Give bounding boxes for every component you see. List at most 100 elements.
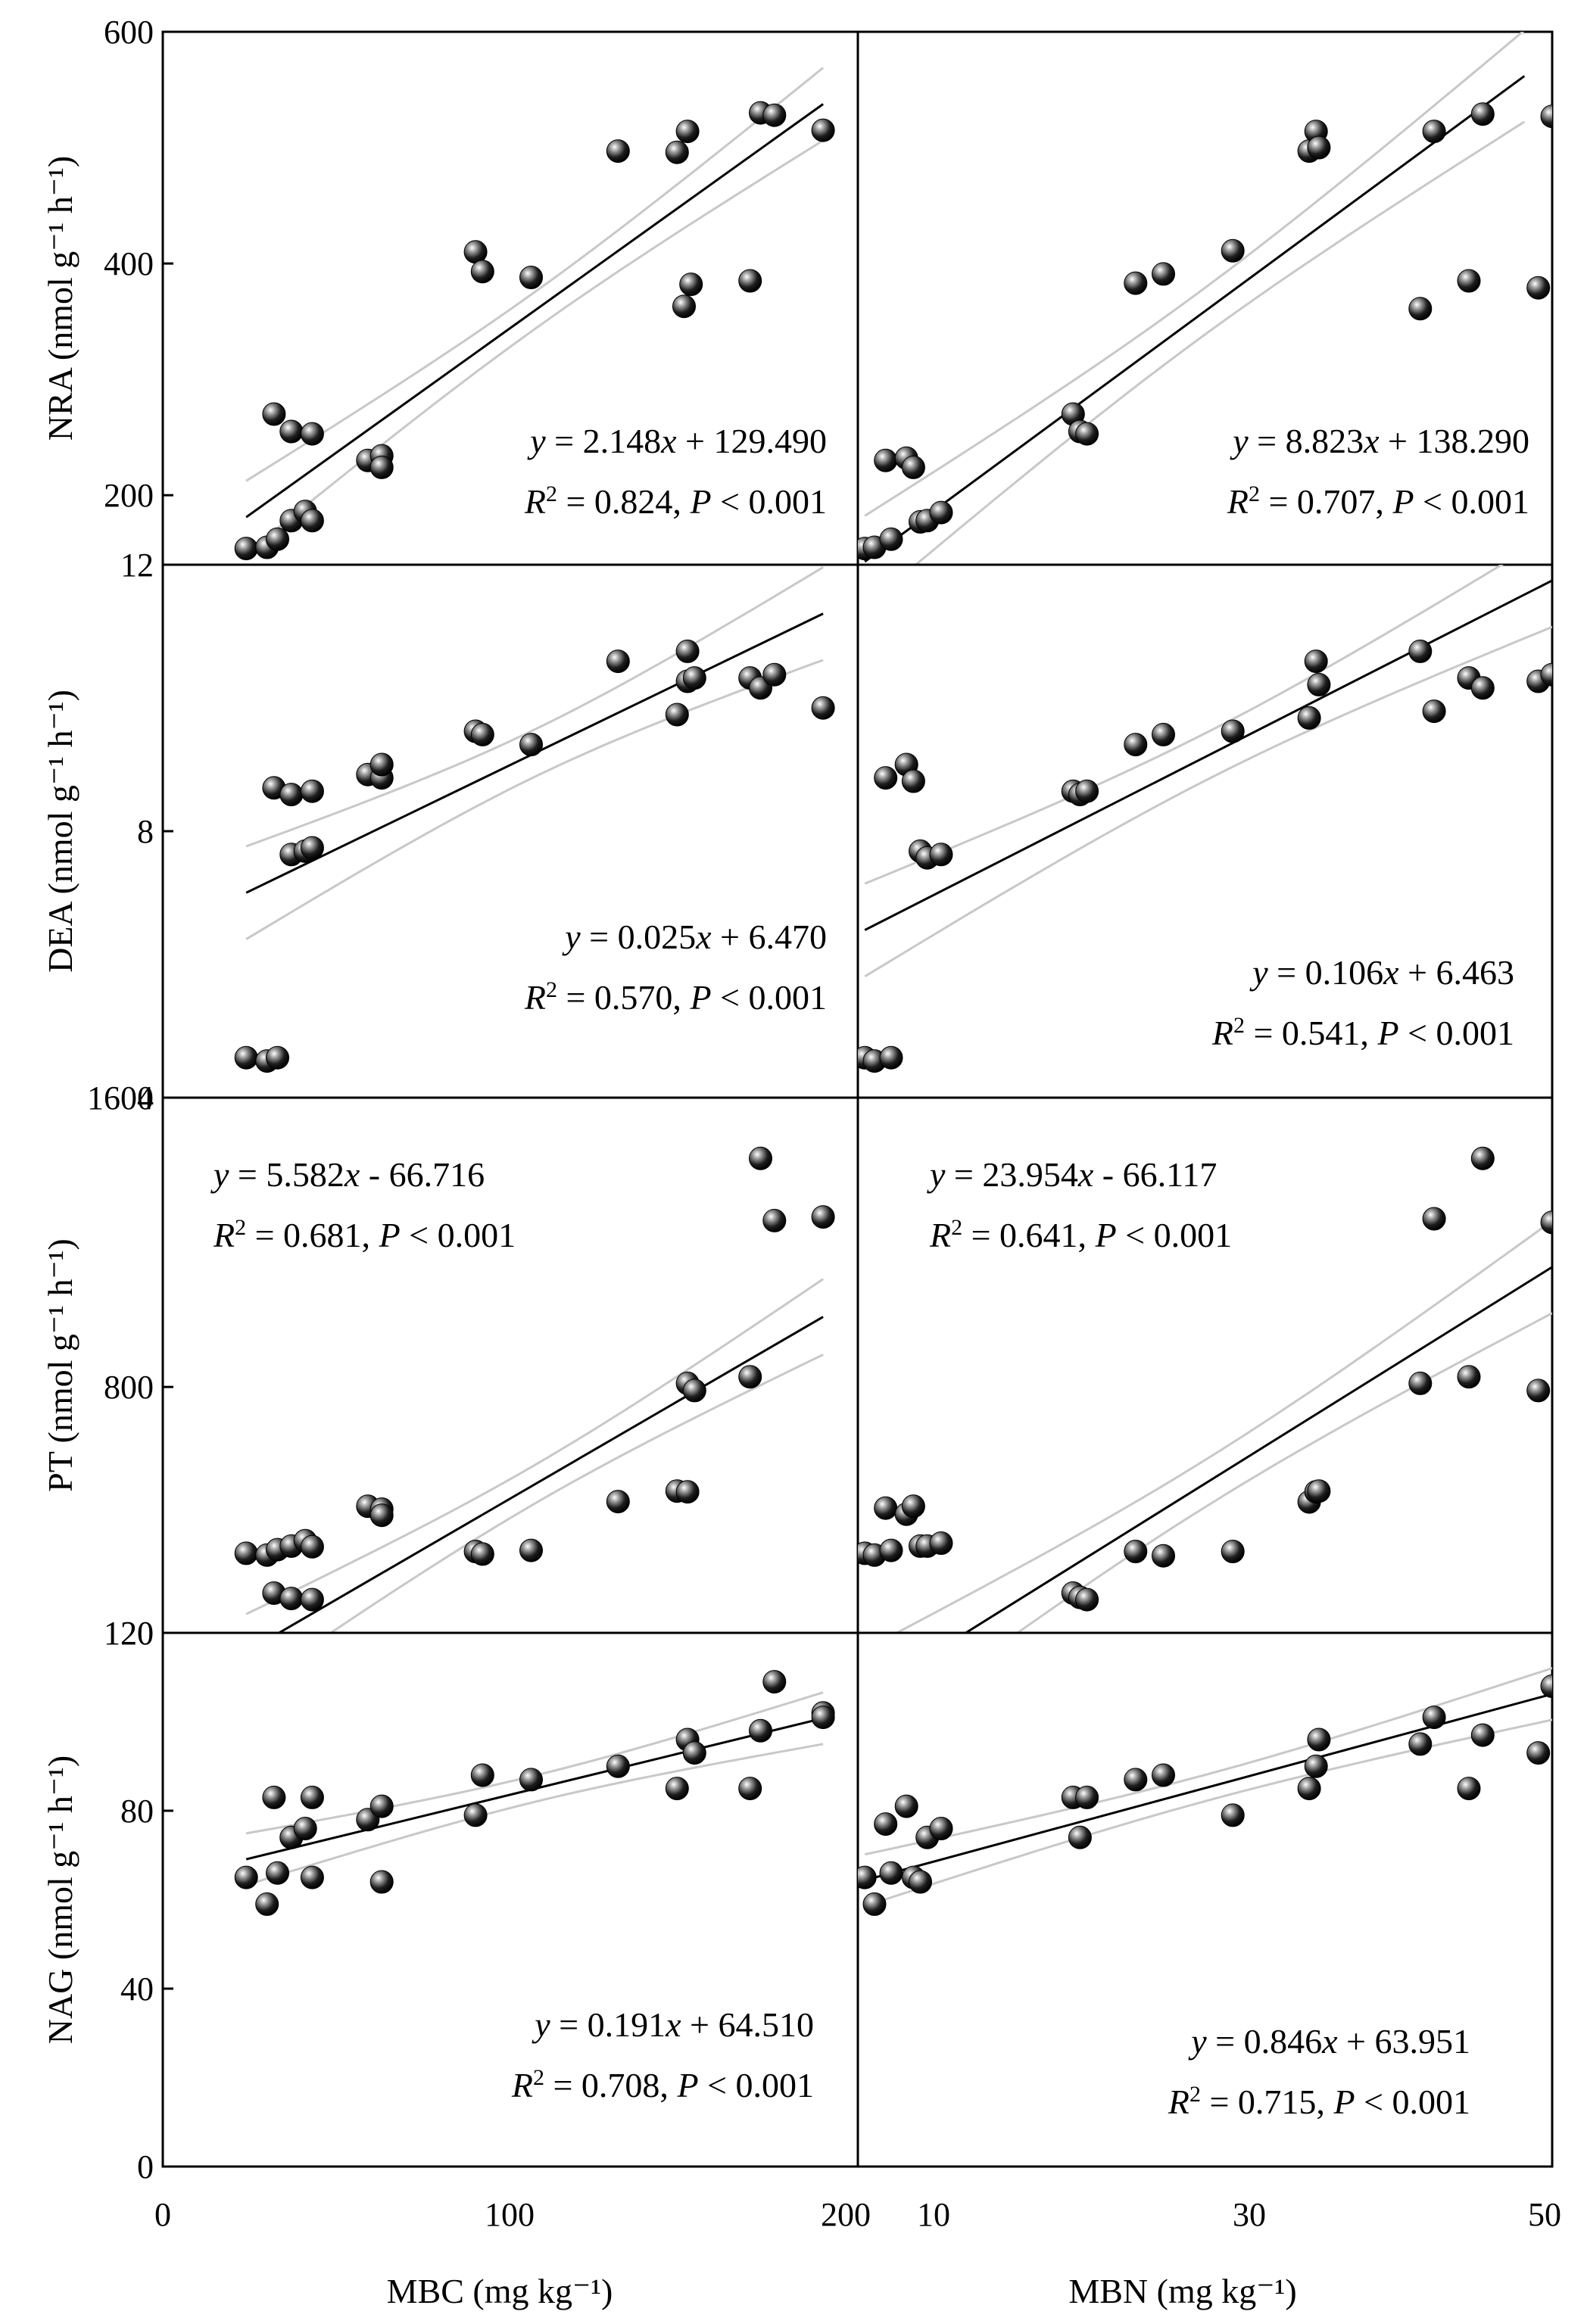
- confidence-lower: [245, 139, 824, 555]
- regression-stats: R2 = 0.824, P < 0.001: [524, 481, 827, 522]
- data-point: [762, 103, 787, 127]
- regression-stats: R2 = 0.708, P < 0.001: [511, 2065, 814, 2105]
- data-point: [874, 1812, 898, 1836]
- data-point: [1307, 1727, 1331, 1752]
- data-point: [369, 1794, 394, 1818]
- data-point: [606, 1490, 630, 1514]
- data-point: [279, 783, 304, 807]
- data-point: [1457, 269, 1481, 293]
- data-point: [909, 1870, 932, 1894]
- x-tick-label-left-1: 100: [485, 2196, 535, 2233]
- regression-line: [963, 1266, 1552, 1633]
- regression-equation: y = 23.954x - 66.117: [927, 1155, 1217, 1194]
- confidence-lower: [1015, 1312, 1552, 1633]
- y-tick-label: 800: [104, 1369, 154, 1406]
- data-point: [929, 1531, 953, 1555]
- data-point: [1540, 662, 1552, 687]
- y-axis-title: NAG (nmol g⁻¹ h⁻¹): [41, 1755, 80, 2045]
- confidence-upper: [245, 1691, 824, 1835]
- x-tick-label-left-0: 0: [154, 2196, 171, 2233]
- regression-stats: R2 = 0.570, P < 0.001: [524, 977, 827, 1017]
- data-point: [234, 1865, 258, 1889]
- data-point: [519, 1538, 543, 1562]
- y-tick-label: 120: [104, 1615, 154, 1652]
- panel-nra-mbc: 600 400 200 NRA (nmol g⁻¹ h⁻¹) y = 2.148x + …: [41, 14, 859, 566]
- y-tick-label: 4: [137, 1079, 154, 1117]
- data-point: [1297, 706, 1321, 730]
- data-point: [266, 527, 289, 551]
- data-point: [369, 1503, 394, 1528]
- data-point: [1470, 676, 1495, 700]
- data-point: [606, 1754, 630, 1778]
- regression-stats: R2 = 0.715, P < 0.001: [1168, 2082, 1470, 2122]
- data-point: [470, 1542, 494, 1566]
- regression-line: [864, 579, 1552, 931]
- confidence-lower: [864, 625, 1552, 978]
- data-point: [519, 266, 543, 289]
- data-point: [266, 1045, 289, 1070]
- data-point: [738, 1777, 762, 1801]
- data-point: [300, 1587, 324, 1612]
- data-point: [1470, 1723, 1495, 1747]
- y-tick-label: 200: [104, 477, 154, 514]
- data-point: [675, 639, 700, 663]
- data-point: [606, 650, 630, 674]
- data-point: [1075, 1587, 1099, 1612]
- regression-equation: y = 0.106x + 6.463: [1249, 953, 1514, 992]
- y-tick-label: 0: [137, 2148, 154, 2185]
- data-point: [682, 666, 706, 690]
- data-point: [749, 1718, 772, 1743]
- panel-nra-mbn: y = 8.823x + 138.290 R2 = 0.707, P < 0.00…: [856, 30, 1554, 566]
- data-point: [1408, 1371, 1433, 1395]
- regression-equation: y = 0.025x + 6.470: [562, 917, 827, 956]
- confidence-upper: [245, 566, 824, 848]
- confidence-upper: [864, 1667, 1552, 1856]
- data-point: [811, 1706, 835, 1730]
- regression-stats: R2 = 0.641, P < 0.001: [929, 1215, 1232, 1255]
- data-point: [293, 1817, 317, 1840]
- data-point: [1124, 1540, 1148, 1563]
- data-point: [858, 1865, 877, 1889]
- data-point: [369, 752, 394, 777]
- data-point: [1408, 297, 1433, 321]
- data-point: [1304, 1754, 1328, 1778]
- regression-equation: y = 0.191x + 64.510: [532, 2005, 814, 2044]
- data-point: [1307, 136, 1331, 160]
- data-point: [682, 1379, 706, 1403]
- regression-stats: R2 = 0.541, P < 0.001: [1211, 1013, 1514, 1053]
- data-point: [675, 120, 700, 144]
- y-tick-label: 80: [120, 1793, 154, 1830]
- data-point: [234, 1045, 258, 1070]
- panel-pt-mbc: 1600 800 120 PT (nmol g⁻¹ h⁻¹) y = 5.582x - …: [41, 1079, 859, 1652]
- y-tick-label: 40: [120, 1970, 154, 2008]
- x-axis-title-left: MBC (mg kg⁻¹): [387, 2272, 613, 2310]
- data-point: [862, 1892, 887, 1916]
- data-point: [300, 779, 324, 803]
- data-point: [1124, 1768, 1148, 1792]
- data-point: [1075, 1785, 1099, 1809]
- confidence-upper: [245, 1278, 824, 1615]
- data-point: [1540, 1674, 1552, 1698]
- data-point: [519, 733, 543, 757]
- data-point: [762, 662, 787, 687]
- y-axis-title: NRA (nmol g⁻¹ h⁻¹): [41, 156, 80, 441]
- data-point: [901, 1494, 925, 1519]
- data-point: [279, 1587, 304, 1611]
- data-point: [1540, 104, 1552, 129]
- x-axis-title-right: MBN (mg kg⁻¹): [1068, 2272, 1296, 2310]
- data-point: [1124, 733, 1148, 757]
- data-point: [901, 769, 925, 793]
- confidence-upper: [864, 565, 1504, 885]
- regression-equation: y = 2.148x + 129.490: [527, 422, 827, 460]
- data-point: [1470, 1146, 1495, 1170]
- data-point: [1408, 639, 1433, 663]
- data-point: [1422, 1207, 1446, 1231]
- data-point: [738, 269, 762, 293]
- y-tick-label: 1600: [87, 1079, 154, 1117]
- confidence-lower: [329, 1354, 824, 1633]
- data-point: [262, 402, 286, 426]
- data-point: [369, 1870, 394, 1894]
- data-point: [519, 1768, 543, 1792]
- data-point: [901, 455, 925, 479]
